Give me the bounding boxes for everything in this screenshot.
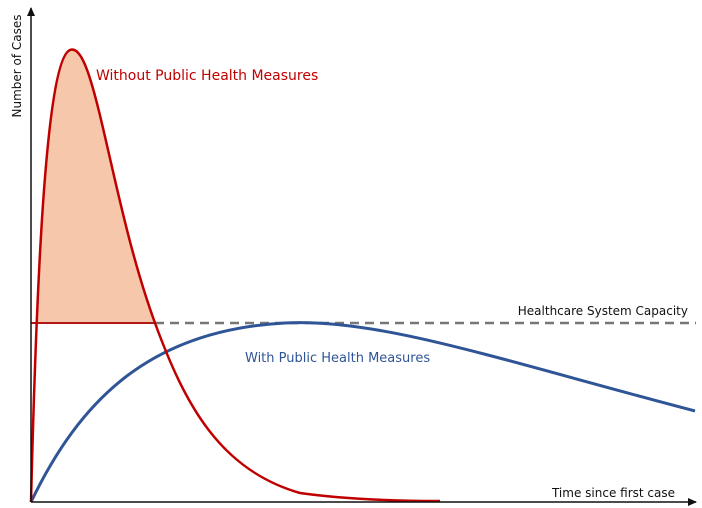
curve-label: Without Public Health Measures xyxy=(96,68,318,84)
peak-curve xyxy=(29,48,441,503)
y-axis-label: Number of Cases xyxy=(10,14,24,117)
curve-label: With Public Health Measures xyxy=(245,351,430,366)
x-axis-label: Time since first case xyxy=(551,486,675,500)
excess-area xyxy=(31,49,155,323)
flattened-curve xyxy=(29,321,696,503)
capacity-label: Healthcare System Capacity xyxy=(518,304,688,318)
